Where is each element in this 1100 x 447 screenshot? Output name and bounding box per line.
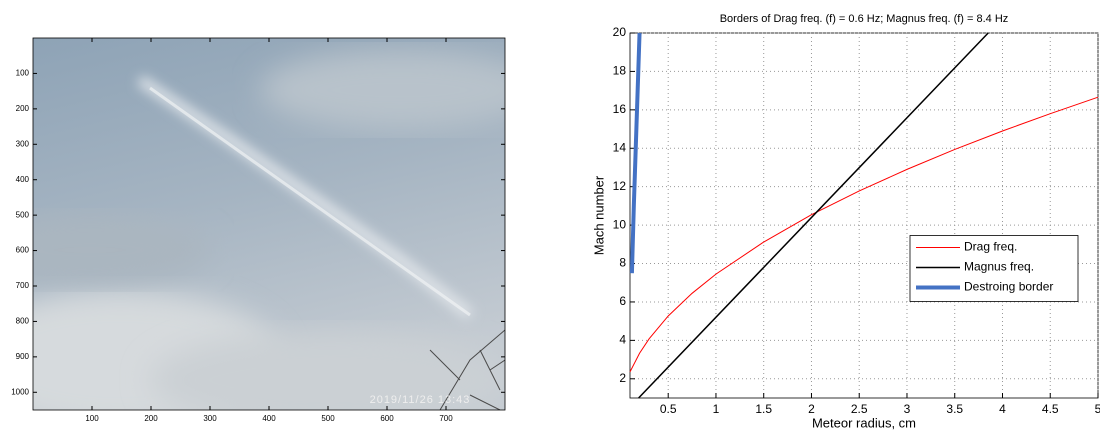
x-tick-label: 2.5 (851, 402, 868, 416)
x-tick-label: 100 (85, 414, 99, 423)
x-tick-label: 500 (321, 414, 335, 423)
y-tick-label: 16 (613, 102, 627, 116)
legend-label: Magnus freq. (964, 260, 1034, 274)
y-axis-label: Mach number (591, 175, 606, 255)
y-tick-label: 14 (613, 140, 627, 154)
x-axis-label: Meteor radius, cm (812, 415, 916, 430)
x-tick-label: 4.5 (1042, 402, 1059, 416)
y-tick-label: 900 (16, 352, 30, 361)
series-line (638, 32, 989, 399)
x-tick-label: 0.5 (660, 402, 677, 416)
y-tick-label: 20 (613, 25, 627, 39)
series-line (629, 32, 642, 274)
y-tick-label: 200 (16, 104, 30, 113)
x-tick-label: 400 (262, 414, 276, 423)
plot-frame (629, 32, 1099, 399)
y-tick-label: 300 (16, 139, 30, 148)
y-tick-label: 2 (619, 371, 626, 385)
y-tick-label: 500 (16, 210, 30, 219)
x-tick-label: 4 (999, 402, 1006, 416)
timestamp: 2019/11/26 13:43 (370, 394, 471, 406)
x-tick-label: 600 (380, 414, 394, 423)
photo (33, 38, 505, 410)
chart-title: Borders of Drag freq. (f) = 0.6 Hz; Magn… (720, 13, 1009, 25)
x-tick-label: 3 (904, 402, 911, 416)
y-tick-label: 6 (619, 294, 626, 308)
y-tick-label: 4 (619, 333, 626, 347)
x-tick-label: 700 (439, 414, 453, 423)
series-line (629, 96, 1099, 373)
x-tick-label: 2 (808, 402, 815, 416)
x-tick-label: 3.5 (946, 402, 963, 416)
x-tick-label: 1 (713, 402, 720, 416)
y-tick-label: 400 (16, 175, 30, 184)
y-tick-label: 12 (613, 179, 627, 193)
y-tick-label: 600 (16, 246, 30, 255)
legend-box (909, 235, 1079, 302)
legend-label: Drag freq. (964, 240, 1017, 254)
y-tick-label: 18 (613, 64, 627, 78)
x-tick-label: 200 (144, 414, 158, 423)
x-tick-label: 300 (203, 414, 217, 423)
y-tick-label: 1000 (11, 387, 29, 396)
x-tick-label: 1.5 (755, 402, 772, 416)
y-tick-label: 700 (16, 281, 30, 290)
y-tick-label: 100 (16, 69, 30, 78)
y-tick-label: 800 (16, 317, 30, 326)
x-tick-label: 5 (1095, 402, 1100, 416)
y-tick-label: 10 (613, 217, 627, 231)
legend-label: Destroing border (964, 280, 1053, 294)
y-tick-label: 8 (619, 256, 626, 270)
